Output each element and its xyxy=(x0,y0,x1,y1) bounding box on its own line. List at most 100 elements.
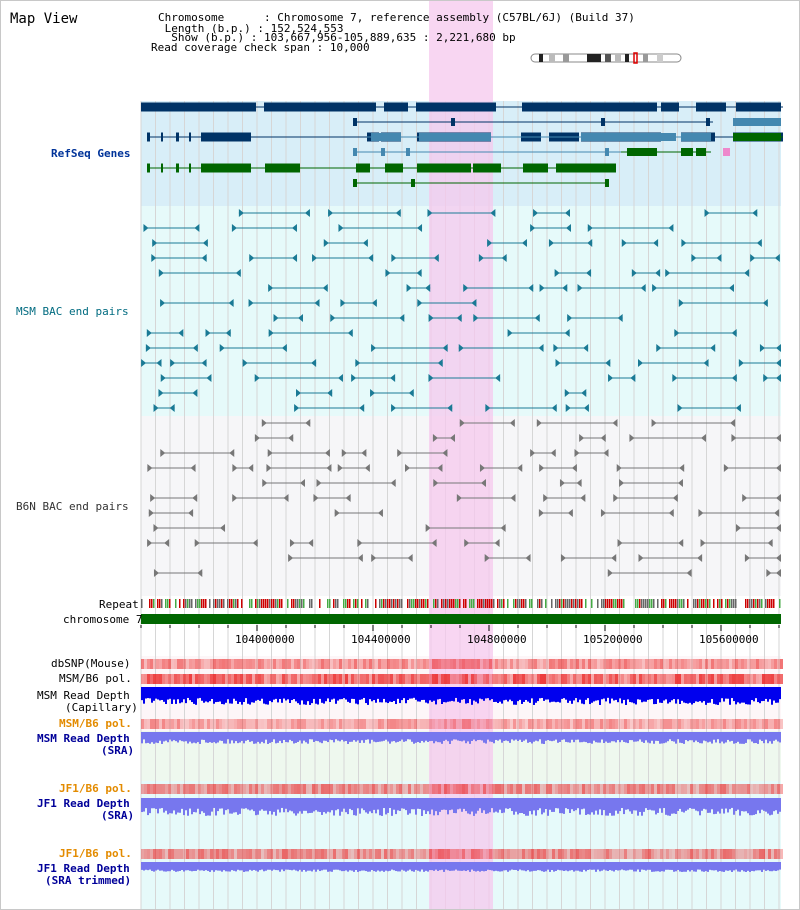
track-label-jf1-read-depth-trimmed[interactable]: JF1 Read Depth xyxy=(37,862,130,875)
depth-bar xyxy=(535,687,537,703)
heat-cell xyxy=(387,849,390,859)
depth-bar xyxy=(451,862,453,871)
heat-cell xyxy=(483,659,486,669)
bac-end-marker xyxy=(334,509,340,517)
track-label-jf1-b6-pol-2[interactable]: JF1/B6 pol. xyxy=(59,847,132,860)
depth-bar xyxy=(183,687,185,700)
heat-cell xyxy=(441,674,444,684)
depth-bar xyxy=(441,798,443,810)
track-label-b6n-bac[interactable]: B6N BAC end pairs xyxy=(16,500,129,513)
track-label-msm-read-depth-capillary[interactable]: MSM Read Depth xyxy=(37,689,130,702)
heat-cell xyxy=(573,719,576,729)
track-label-dbsnp[interactable]: dbSNP(Mouse) xyxy=(51,657,131,670)
heat-cell xyxy=(210,849,213,859)
depth-bar xyxy=(335,862,337,870)
track-label-msm-b6-pol-2[interactable]: MSM/B6 pol. xyxy=(59,717,132,730)
heat-cell xyxy=(669,659,672,669)
track-label-jf1-sra[interactable]: (SRA) xyxy=(101,809,135,822)
heat-cell xyxy=(249,849,252,859)
repeat-mark xyxy=(231,599,233,608)
track-label-capillary[interactable]: (Capillary) xyxy=(65,701,138,714)
heat-cell xyxy=(423,719,426,729)
depth-bar xyxy=(387,732,389,742)
depth-bar xyxy=(469,862,471,872)
bac-end-marker xyxy=(762,299,768,307)
depth-bar xyxy=(705,862,707,872)
depth-bar xyxy=(451,732,453,741)
depth-bar xyxy=(287,862,289,870)
repeat-mark xyxy=(565,599,567,608)
heat-cell xyxy=(603,659,606,669)
heat-cell xyxy=(423,674,426,684)
gene-exon xyxy=(201,163,251,173)
repeat-mark xyxy=(761,599,763,608)
depth-bar xyxy=(585,798,587,815)
depth-bar xyxy=(633,732,635,742)
depth-bar xyxy=(357,732,359,741)
heat-cell xyxy=(735,659,738,669)
depth-bar xyxy=(545,862,547,872)
track-label-refseq[interactable]: RefSeq Genes xyxy=(51,147,131,160)
depth-bar xyxy=(225,732,227,744)
track-label-jf1-b6-pol[interactable]: JF1/B6 pol. xyxy=(59,782,132,795)
depth-bar xyxy=(281,687,283,703)
heat-cell xyxy=(324,719,327,729)
heat-cell xyxy=(342,674,345,684)
depth-bar xyxy=(707,687,709,703)
repeat-mark xyxy=(749,599,751,608)
depth-bar xyxy=(257,732,259,742)
gene-exon xyxy=(353,148,357,156)
heat-cell xyxy=(684,784,687,794)
depth-bar xyxy=(417,862,419,871)
depth-bar xyxy=(249,687,251,705)
depth-bar xyxy=(661,862,663,872)
heat-cell xyxy=(198,674,201,684)
depth-bar xyxy=(445,687,447,703)
depth-bar xyxy=(209,732,211,743)
heat-cell xyxy=(570,674,573,684)
repeat-mark xyxy=(531,599,533,608)
heat-cell xyxy=(495,719,498,729)
repeat-mark xyxy=(529,599,531,608)
heat-cell xyxy=(207,719,210,729)
repeat-mark xyxy=(259,599,261,608)
heat-cell xyxy=(213,659,216,669)
heat-cell xyxy=(522,674,525,684)
heat-cell xyxy=(636,784,639,794)
track-label-jf1-read-depth-sra[interactable]: JF1 Read Depth xyxy=(37,797,130,810)
heat-cell xyxy=(150,849,153,859)
repeat-mark xyxy=(423,599,425,608)
heat-cell xyxy=(366,659,369,669)
depth-bar xyxy=(507,798,509,809)
depth-bar xyxy=(555,732,557,740)
depth-bar xyxy=(169,732,171,740)
track-label-msm-b6-pol[interactable]: MSM/B6 pol. xyxy=(59,672,132,685)
track-label-msm-read-depth-sra[interactable]: MSM Read Depth xyxy=(37,732,130,745)
track-label-msm-bac[interactable]: MSM BAC end pairs xyxy=(16,305,129,318)
track-label-repeat[interactable]: Repeat xyxy=(99,598,139,611)
heat-cell xyxy=(507,849,510,859)
depth-bar xyxy=(729,732,731,742)
depth-bar xyxy=(207,732,209,743)
heat-cell xyxy=(330,659,333,669)
heat-cell xyxy=(321,849,324,859)
track-label-chromosome[interactable]: chromosome 7 xyxy=(63,613,143,626)
repeat-mark xyxy=(561,599,563,608)
gene-exon xyxy=(147,163,150,173)
depth-bar xyxy=(549,732,551,741)
depth-bar xyxy=(277,732,279,743)
track-label-sra[interactable]: (SRA) xyxy=(101,744,135,757)
depth-bar xyxy=(433,862,435,871)
depth-bar xyxy=(567,798,569,810)
depth-bar xyxy=(755,687,757,699)
heat-cell xyxy=(579,659,582,669)
heat-cell xyxy=(351,849,354,859)
track-label-sra-trimmed[interactable]: (SRA trimmed) xyxy=(45,874,132,887)
depth-bar xyxy=(147,798,149,816)
heat-cell xyxy=(504,674,507,684)
repeat-mark xyxy=(209,599,211,608)
bac-end-marker xyxy=(370,389,376,397)
heat-cell xyxy=(657,659,660,669)
